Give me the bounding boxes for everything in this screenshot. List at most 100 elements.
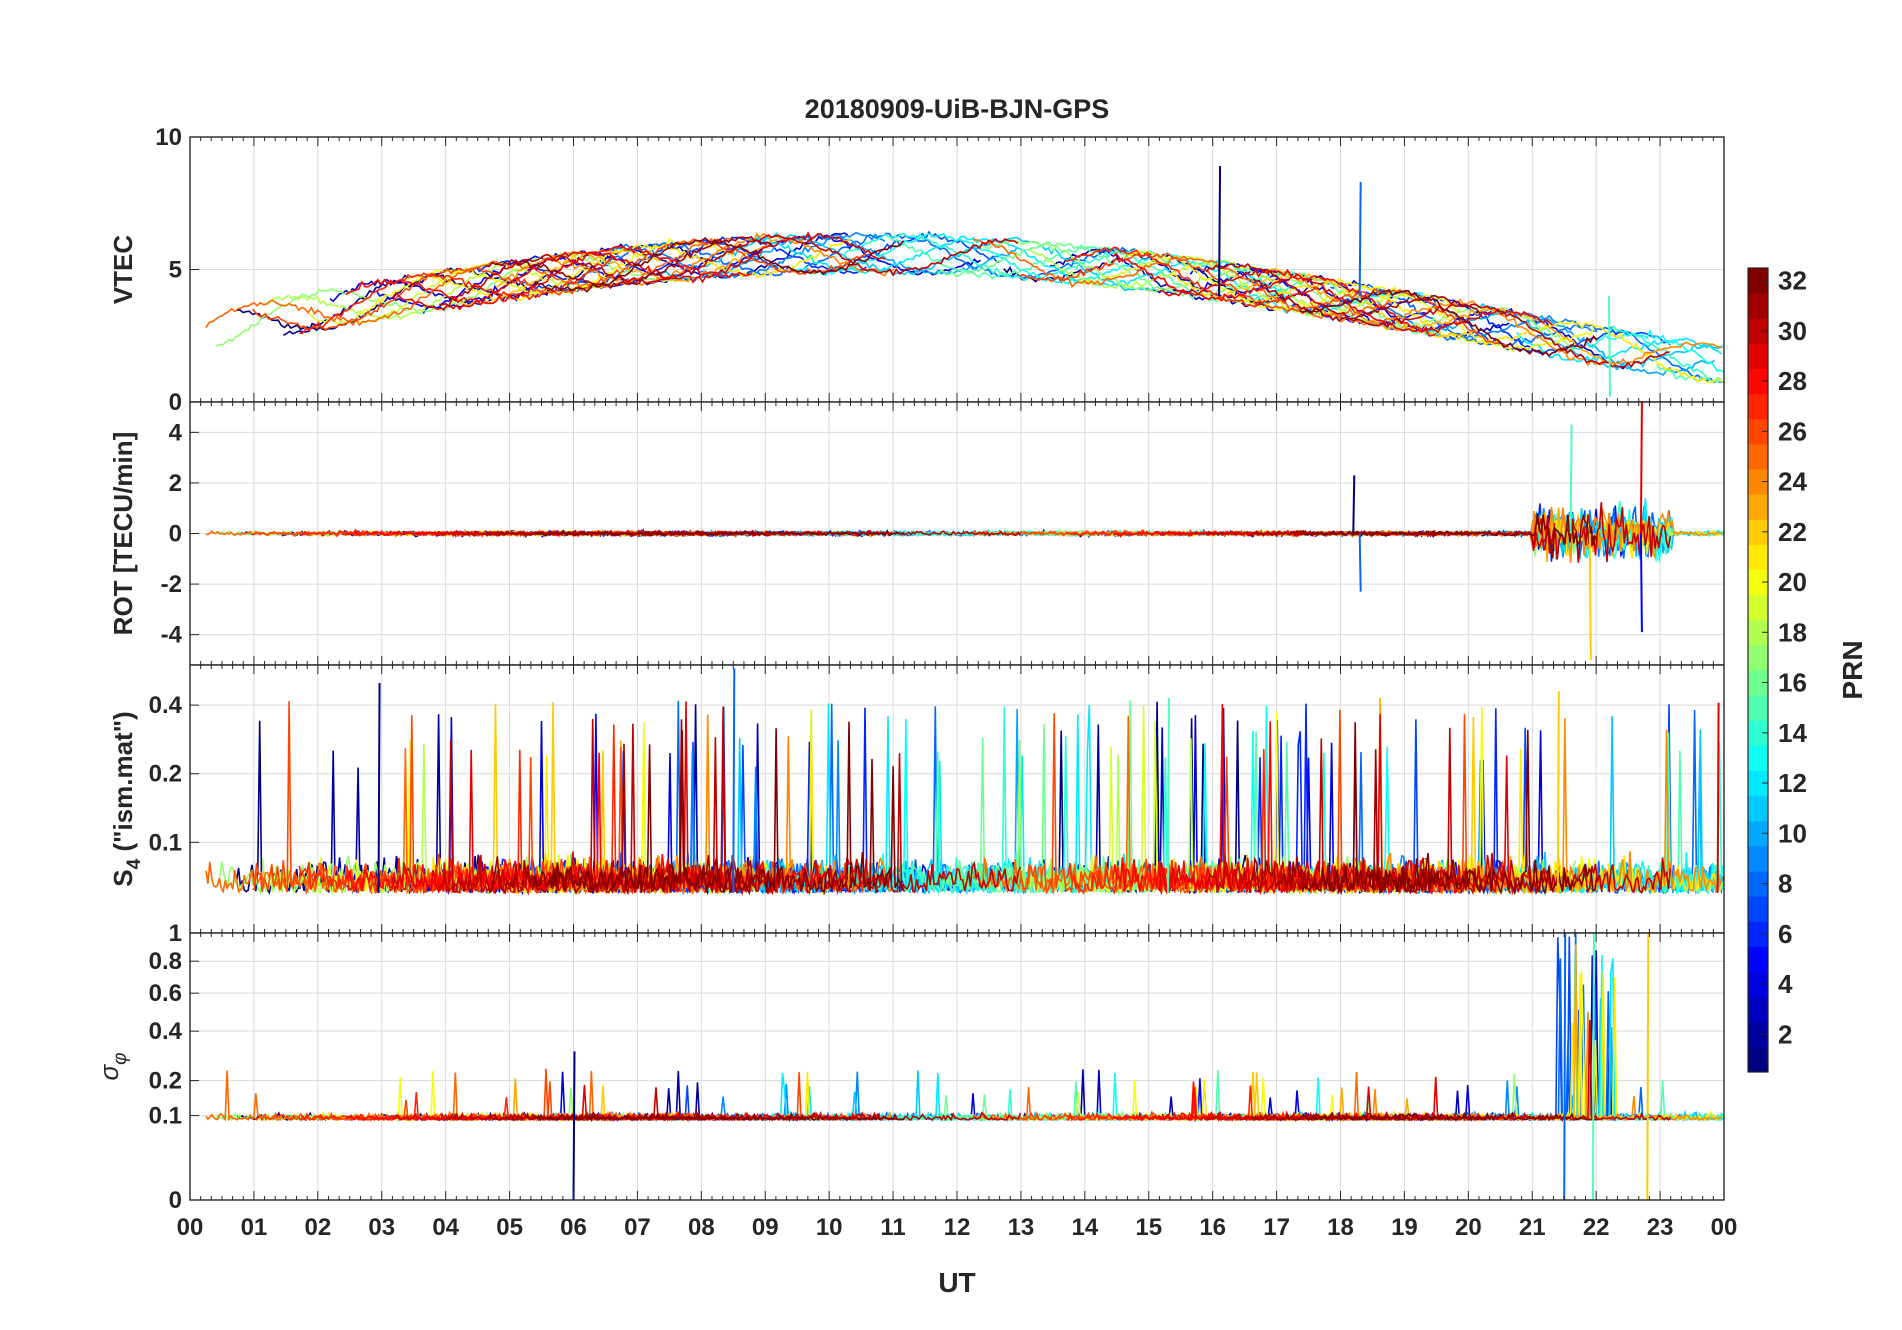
series-prn-32 <box>531 721 906 896</box>
series-prn-28 <box>345 245 753 306</box>
colorbar-segment <box>1748 946 1768 972</box>
series-prn-22 <box>1215 271 1479 338</box>
peak-mark <box>377 683 381 893</box>
y-axis-label-s4: S4 ("ism.mat") <box>108 711 145 886</box>
peak-mark <box>1358 182 1362 297</box>
panel-vtec: 0 5 10 VTEC <box>108 124 1725 416</box>
colorbar-tick-label: 24 <box>1778 467 1807 497</box>
traces-vtec <box>205 166 1724 397</box>
y-tick-label: 0.2 <box>149 1068 182 1095</box>
series-prn-15 <box>889 237 1306 305</box>
colorbar-segment <box>1748 619 1768 646</box>
peak-mark <box>1556 691 1560 893</box>
x-tick-label: 20 <box>1455 1214 1482 1241</box>
peak-mark <box>1639 533 1643 633</box>
peak-mark <box>572 1051 576 1200</box>
y-tick-label: 0.8 <box>149 948 182 975</box>
colorbar-segment <box>1748 720 1768 746</box>
peak-mark <box>1607 295 1611 397</box>
traces-s4 <box>205 668 1724 896</box>
colorbar-segment <box>1748 996 1768 1023</box>
series-prn-31 <box>1252 278 1481 323</box>
series-prn-13 <box>1563 328 1724 373</box>
colorbar-segment <box>1748 745 1768 771</box>
x-tick-label: 02 <box>304 1214 331 1241</box>
series-prn-22 <box>449 248 661 307</box>
colorbar-segment <box>1748 443 1768 470</box>
series-prn-8 <box>562 232 1136 292</box>
x-tick-label: 00 <box>177 1214 204 1241</box>
colorbar-segment <box>1748 368 1768 395</box>
colorbar-segment <box>1748 393 1768 420</box>
x-tick-label: 04 <box>432 1214 459 1241</box>
colorbar-tick-label: 2 <box>1778 1019 1792 1049</box>
colorbar-segment <box>1748 469 1768 495</box>
y-tick-label: 0.4 <box>149 692 183 719</box>
x-axis-label: UT <box>938 1267 975 1298</box>
series-prn-28 <box>1112 252 1436 337</box>
colorbar-segment <box>1748 494 1768 520</box>
peak-mark <box>1569 424 1573 534</box>
peak-mark <box>1166 697 1170 893</box>
series-prn-24 <box>542 232 895 287</box>
y-tick-label: 0.1 <box>149 829 182 856</box>
series-prn-16 <box>935 241 1443 337</box>
series-prn-26 <box>251 238 867 331</box>
colorbar-segment <box>1748 569 1768 596</box>
colorbar-segment <box>1748 845 1768 872</box>
x-tick-label: 07 <box>624 1214 651 1241</box>
x-tick-label: 21 <box>1519 1214 1546 1241</box>
y-tick-label: 0 <box>169 1187 182 1214</box>
series-prn-27 <box>1065 246 1320 308</box>
peak-mark <box>1352 475 1356 534</box>
series-prn-17 <box>215 252 690 347</box>
x-tick-label: 14 <box>1071 1214 1098 1241</box>
peak-mark <box>1639 402 1643 534</box>
series-prn-30 <box>439 234 1019 308</box>
colorbar-tick-label: 12 <box>1778 768 1807 798</box>
series-prn-32 <box>1299 288 1598 357</box>
peak-mark <box>1591 933 1595 1200</box>
x-tick-label: 01 <box>241 1214 268 1241</box>
x-tick-label: 03 <box>368 1214 395 1241</box>
colorbar-segment <box>1748 644 1768 671</box>
x-tick-label: 05 <box>496 1214 523 1241</box>
x-tick-label: 13 <box>1008 1214 1035 1241</box>
y-tick-label: 1 <box>169 920 182 947</box>
peak-mark <box>1358 533 1362 592</box>
colorbar-segment <box>1748 695 1768 721</box>
colorbar-segment <box>1748 871 1768 897</box>
y-tick-label: 0.2 <box>149 761 182 788</box>
x-tick-label: 16 <box>1199 1214 1226 1241</box>
series-prn-32 <box>1299 1111 1598 1122</box>
traces-sigma_phi <box>205 933 1724 1200</box>
series-prn-23 <box>1262 268 1615 366</box>
colorbar-segment <box>1748 1021 1768 1048</box>
x-tick-label: 18 <box>1327 1214 1354 1241</box>
colorbar-tick-label: 22 <box>1778 517 1807 547</box>
panel-s4: 0.1 0.2 0.4S4 ("ism.mat") <box>108 664 1725 934</box>
colorbar-tick-label: 6 <box>1778 919 1792 949</box>
colorbar-segment <box>1748 293 1768 319</box>
x-tick-label: 00 <box>1711 1214 1738 1241</box>
colorbar-segment <box>1748 519 1768 545</box>
x-tick-label: 11 <box>880 1214 905 1241</box>
colorbar-segment <box>1748 268 1768 294</box>
peak-mark <box>1563 933 1567 1200</box>
x-tick-label: 17 <box>1263 1214 1290 1241</box>
colorbar-segment <box>1748 1046 1768 1073</box>
figure-title: 20180909-UiB-BJN-GPS <box>805 94 1110 124</box>
y-axis-label-vtec: VTEC <box>108 235 138 305</box>
x-tick-label: 19 <box>1391 1214 1418 1241</box>
colorbar-tick-label: 26 <box>1778 416 1807 446</box>
colorbar-frame <box>1747 267 1769 1073</box>
colorbar-segment <box>1748 896 1768 922</box>
colorbar-segment <box>1748 770 1768 797</box>
colorbar-segment <box>1748 544 1768 570</box>
x-tick-label: 10 <box>816 1214 843 1241</box>
colorbar-segment <box>1748 594 1768 621</box>
x-tick-label: 06 <box>560 1214 587 1241</box>
y-tick-label: 2 <box>169 470 182 497</box>
